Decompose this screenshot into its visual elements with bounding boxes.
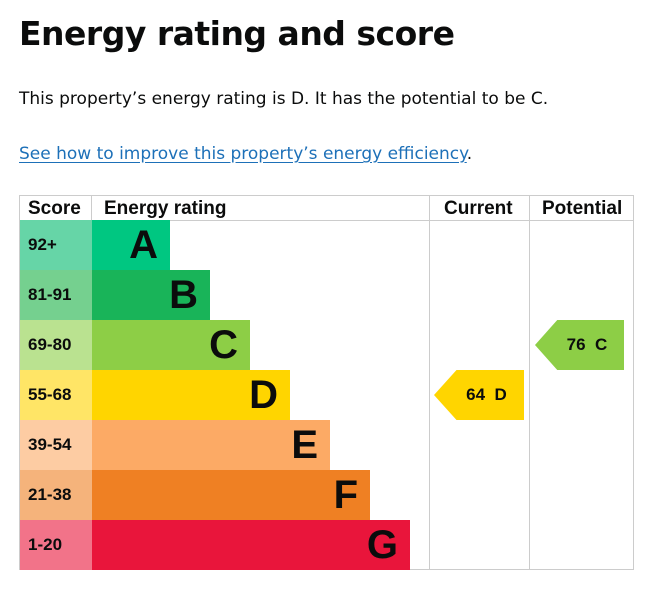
energy-rating-table: Score Energy rating Current Potential 92… [19,195,634,570]
link-suffix: . [466,144,473,164]
header-energy-rating: Energy rating [104,198,227,219]
header-score: Score [28,198,81,219]
page-title: Energy rating and score [19,14,455,53]
band-bar: F [92,470,370,520]
improve-link-paragraph: See how to improve this property’s energ… [19,144,472,164]
score-range: 55-68 [20,370,92,420]
divider [20,220,633,221]
potential-band: C [595,335,608,354]
score-range: 1-20 [20,520,92,570]
current-band: D [494,385,507,404]
divider [429,196,430,569]
potential-score: 76 [566,335,586,354]
header-potential: Potential [542,198,623,219]
band-bar: D [92,370,290,420]
rating-summary: This property’s energy rating is D. It h… [19,89,549,109]
band-bar: E [92,420,330,470]
band-bar: G [92,520,410,570]
band-bar: A [92,220,170,270]
header-current: Current [444,198,513,219]
potential-rating-arrow: 76 C [535,320,624,370]
improve-efficiency-link[interactable]: See how to improve this property’s energ… [19,144,467,164]
current-score: 64 [466,385,486,404]
band-bar: C [92,320,250,370]
score-range: 92+ [20,220,92,270]
score-range: 69-80 [20,320,92,370]
score-range: 39-54 [20,420,92,470]
band-bar: B [92,270,210,320]
score-range: 21-38 [20,470,92,520]
score-range: 81-91 [20,270,92,320]
current-rating-arrow: 64 D [434,370,524,420]
divider [529,196,530,569]
